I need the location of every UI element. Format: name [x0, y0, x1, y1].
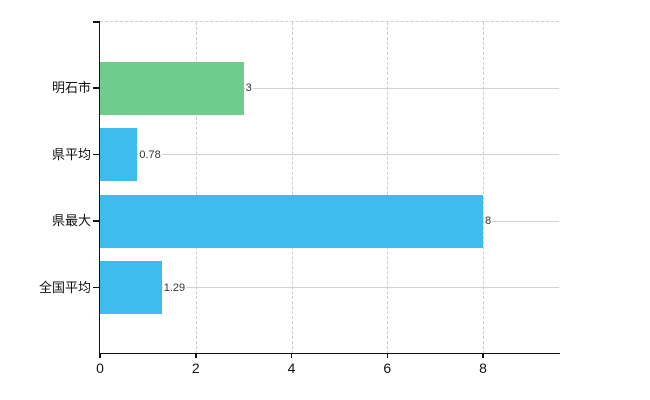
- y-tick: [93, 87, 99, 89]
- y-gridline: [100, 287, 559, 289]
- x-tick-label: 6: [383, 360, 392, 376]
- x-tick-label: 0: [96, 360, 104, 376]
- bar-value-label: 3: [244, 81, 253, 96]
- bar-value-label: 1.29: [162, 280, 187, 295]
- x-gridline: [291, 22, 293, 354]
- y-tick: [93, 220, 99, 222]
- category-label: 県最大: [51, 213, 91, 229]
- category-label: 県平均: [51, 146, 91, 162]
- x-tick-label: 8: [479, 360, 487, 376]
- y-tick: [93, 153, 99, 156]
- x-tick: [99, 354, 101, 358]
- bar-value-label: 8: [484, 214, 493, 229]
- x-tick: [195, 354, 197, 358]
- x-gridline: [195, 22, 197, 354]
- x-gridline: [483, 22, 484, 354]
- y-gridline: [100, 154, 559, 156]
- category-label: 明石市: [51, 80, 91, 96]
- category-label: 全国平均: [38, 279, 91, 295]
- x-tick: [482, 354, 484, 358]
- x-tick-label: 4: [287, 360, 296, 376]
- x-tick-label: 2: [191, 360, 200, 376]
- bar: [100, 61, 244, 115]
- y-tick: [93, 286, 99, 289]
- plot-top-border: [100, 21, 559, 22]
- bar: [100, 194, 483, 248]
- x-axis: [98, 352, 560, 354]
- x-tick: [290, 354, 293, 358]
- bar: [100, 128, 138, 182]
- x-gridline: [387, 22, 389, 354]
- y-axis: [98, 21, 100, 355]
- x-tick: [386, 354, 388, 358]
- y-gridline: [100, 87, 559, 89]
- bar: [100, 261, 162, 315]
- y-axis-end-tick: [93, 21, 99, 23]
- bar-value-label: 0.78: [138, 147, 162, 162]
